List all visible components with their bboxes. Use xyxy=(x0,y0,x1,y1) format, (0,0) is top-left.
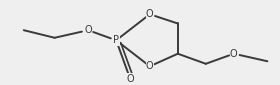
Text: O: O xyxy=(126,74,134,84)
Text: O: O xyxy=(84,25,92,35)
Text: O: O xyxy=(230,49,238,59)
Text: O: O xyxy=(146,61,154,71)
Text: O: O xyxy=(146,9,154,19)
Text: P: P xyxy=(113,35,119,45)
